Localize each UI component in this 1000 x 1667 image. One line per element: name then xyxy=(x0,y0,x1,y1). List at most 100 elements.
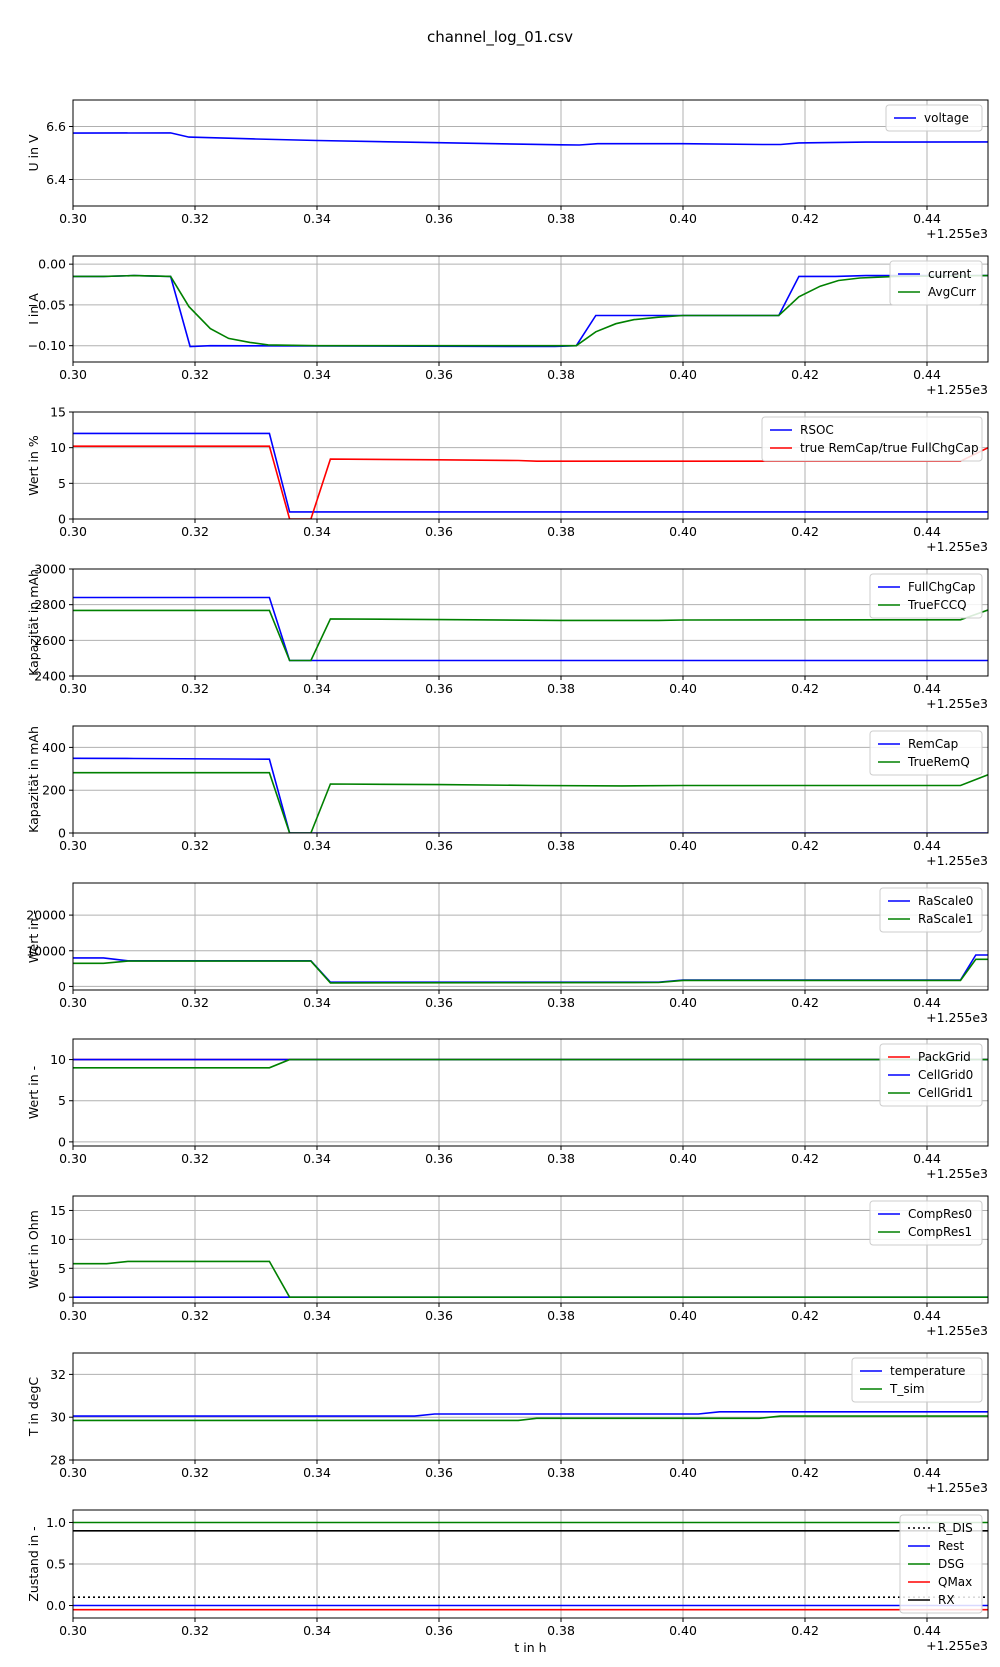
legend-box xyxy=(899,1514,983,1614)
x-offset-label: +1.255e3 xyxy=(926,1166,988,1181)
x-tick-label: 0.30 xyxy=(59,367,87,382)
y-tick-label: 15 xyxy=(50,1203,66,1218)
series-line-rascale1 xyxy=(73,958,988,984)
legend-box xyxy=(879,1043,983,1107)
legend: PackGrid CellGrid0 CellGrid1 xyxy=(879,1043,983,1107)
series-line-remcap xyxy=(73,757,988,833)
series-line-compres1 xyxy=(73,1260,988,1298)
subplot-2: 0.30 0.32 0.34 0.36 0.38 0.40 0.42 0.44+1.255e3… xyxy=(26,255,989,397)
x-tick-label: 0.34 xyxy=(303,1623,331,1638)
series-line-rascale0 xyxy=(73,954,988,984)
y-tick-label: 10 xyxy=(50,1052,66,1067)
legend-label: voltage xyxy=(924,111,969,125)
x-tick-label: 0.42 xyxy=(791,1465,819,1480)
legend: FullChgCap TrueFCCQ xyxy=(869,573,983,619)
axes-frame xyxy=(72,882,989,991)
x-tick-label: 0.42 xyxy=(791,1308,819,1323)
y-tick-label: 5 xyxy=(58,1261,66,1276)
y-axis-label: U in V xyxy=(26,134,41,171)
x-tick-label: 0.34 xyxy=(303,1308,331,1323)
series-line-trueremq xyxy=(73,771,988,833)
subplot-6: 0.30 0.32 0.34 0.36 0.38 0.40 0.42 0.44+1.255e3… xyxy=(26,882,989,1025)
x-tick-label: 0.40 xyxy=(669,838,697,853)
x-tick-label: 0.34 xyxy=(303,367,331,382)
legend: RemCap TrueRemQ xyxy=(869,730,983,776)
x-offset-label: +1.255e3 xyxy=(926,382,988,397)
x-tick-label: 0.30 xyxy=(59,681,87,696)
legend-label: CompRes0 xyxy=(908,1207,972,1221)
x-tick-label: 0.32 xyxy=(181,1151,209,1166)
x-tick-label: 0.42 xyxy=(791,681,819,696)
x-tick-label: 0.36 xyxy=(425,1465,453,1480)
y-tick-label: 6.4 xyxy=(46,172,66,187)
x-tick-label: 0.38 xyxy=(547,1151,575,1166)
legend-label: RemCap xyxy=(908,737,958,751)
legend-box xyxy=(851,1357,983,1403)
legend-label: RSOC xyxy=(800,423,834,437)
x-tick-label: 0.32 xyxy=(181,1308,209,1323)
x-tick-label: 0.32 xyxy=(181,681,209,696)
x-tick-label: 0.38 xyxy=(547,1465,575,1480)
legend-box xyxy=(761,416,983,462)
series-line-temperature xyxy=(73,1411,988,1417)
legend: current AvgCurr xyxy=(889,260,983,306)
legend-label: RaScale0 xyxy=(918,894,973,908)
x-tick-label: 0.40 xyxy=(669,367,697,382)
series-line-voltage xyxy=(73,132,988,146)
subplot-8: 0.30 0.32 0.34 0.36 0.38 0.40 0.42 0.44+1.255e3… xyxy=(26,1195,989,1338)
x-tick-label: 0.32 xyxy=(181,1465,209,1480)
subplot-7: 0.30 0.32 0.34 0.36 0.38 0.40 0.42 0.44+1.255e3… xyxy=(26,1038,989,1181)
x-tick-label: 0.36 xyxy=(425,524,453,539)
x-tick-label: 0.30 xyxy=(59,1465,87,1480)
x-tick-label: 0.30 xyxy=(59,1623,87,1638)
legend-label: PackGrid xyxy=(918,1050,971,1064)
x-tick-label: 0.42 xyxy=(791,367,819,382)
x-tick-label: 0.40 xyxy=(669,681,697,696)
x-tick-label: 0.34 xyxy=(303,1465,331,1480)
x-tick-label: 0.30 xyxy=(59,211,87,226)
legend-label: temperature xyxy=(890,1364,965,1378)
subplot-3: 0.30 0.32 0.34 0.36 0.38 0.40 0.42 0.44+1.255e3… xyxy=(26,405,989,554)
y-tick-label: 10 xyxy=(50,440,66,455)
legend-label: AvgCurr xyxy=(928,285,976,299)
legend-box xyxy=(869,730,983,776)
legend: RaScale0 RaScale1 xyxy=(879,887,983,933)
legend-label: TrueFCCQ xyxy=(907,598,967,612)
x-tick-label: 0.36 xyxy=(425,838,453,853)
series-line-t-sim xyxy=(73,1415,988,1422)
x-tick-label: 0.38 xyxy=(547,681,575,696)
series-line-cellgrid1 xyxy=(73,1058,988,1069)
y-tick-label: 400 xyxy=(42,740,66,755)
x-offset-label: +1.255e3 xyxy=(926,539,988,554)
x-tick-label: 0.38 xyxy=(547,367,575,382)
y-axis-label: Wert in - xyxy=(26,1066,41,1119)
x-tick-label: 0.40 xyxy=(669,995,697,1010)
x-tick-label: 0.30 xyxy=(59,995,87,1010)
subplot-10: 0.30 0.32 0.34 0.36 0.38 0.40 0.42 0.44+1.255e3… xyxy=(26,1509,989,1653)
legend: voltage xyxy=(885,104,983,132)
x-tick-label: 0.42 xyxy=(791,524,819,539)
x-tick-label: 0.40 xyxy=(669,1623,697,1638)
x-tick-label: 0.44 xyxy=(913,681,941,696)
legend-box xyxy=(885,104,983,132)
x-tick-label: 0.44 xyxy=(913,1308,941,1323)
x-tick-label: 0.32 xyxy=(181,211,209,226)
series-line-rsoc xyxy=(73,432,988,513)
x-offset-label: +1.255e3 xyxy=(926,1638,988,1653)
axes-frame xyxy=(72,255,989,363)
x-tick-label: 0.38 xyxy=(547,838,575,853)
legend-label: CellGrid1 xyxy=(918,1086,973,1100)
x-tick-label: 0.34 xyxy=(303,211,331,226)
y-axis-label: Wert in Ohm xyxy=(26,1210,41,1289)
x-tick-label: 0.36 xyxy=(425,681,453,696)
y-tick-label: 2800 xyxy=(34,597,66,612)
x-tick-label: 0.38 xyxy=(547,1623,575,1638)
y-tick-label: 2600 xyxy=(34,633,66,648)
axes-frame xyxy=(72,725,989,834)
x-tick-label: 0.32 xyxy=(181,1623,209,1638)
x-tick-label: 0.36 xyxy=(425,1151,453,1166)
legend-label: true RemCap/true FullChgCap xyxy=(800,441,979,455)
x-tick-label: 0.44 xyxy=(913,524,941,539)
legend-box xyxy=(879,887,983,933)
